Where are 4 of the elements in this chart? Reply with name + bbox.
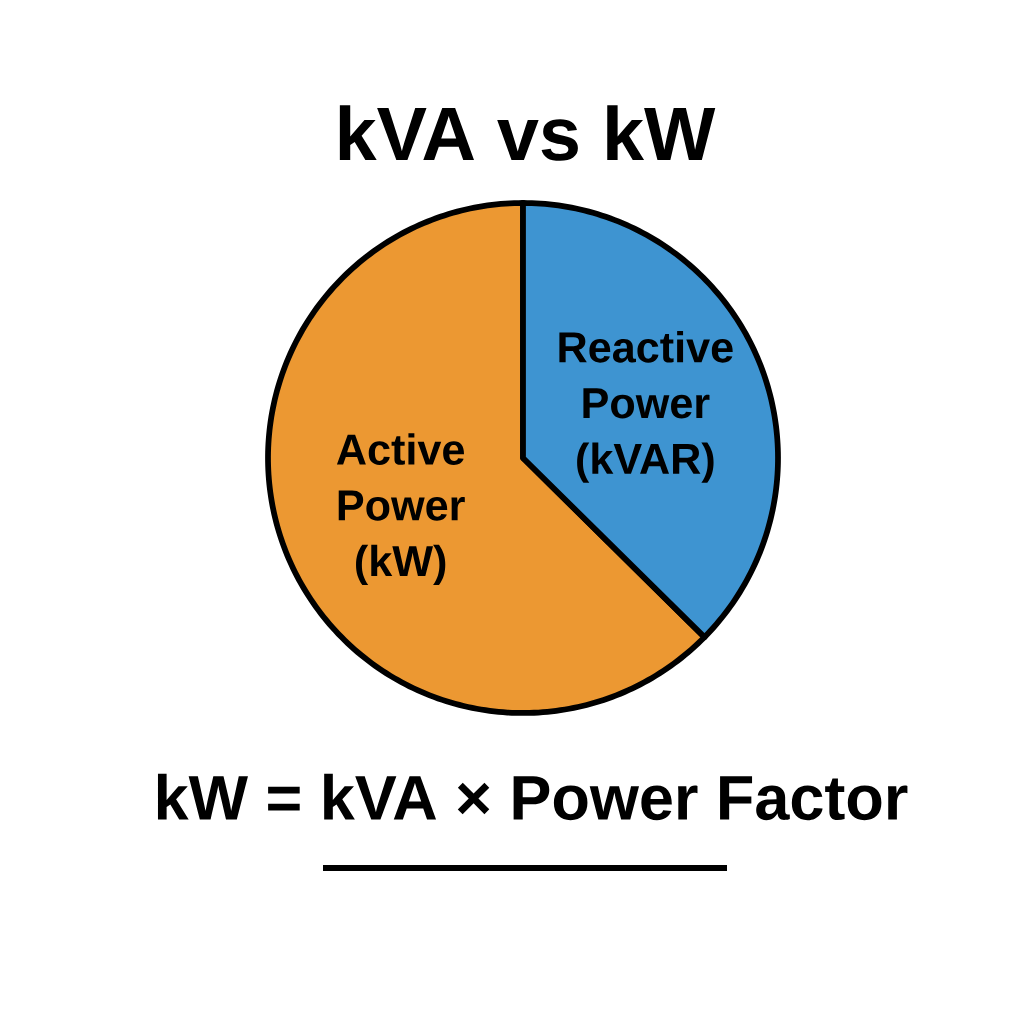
text: kW = kVA × Power Factor	[157, 773, 908, 821]
slice-label: Active Power (kW)	[336, 433, 465, 586]
chart-title: kVA vs kW	[339, 105, 716, 161]
slice-label: Reactive Power (kVAR)	[559, 330, 733, 483]
